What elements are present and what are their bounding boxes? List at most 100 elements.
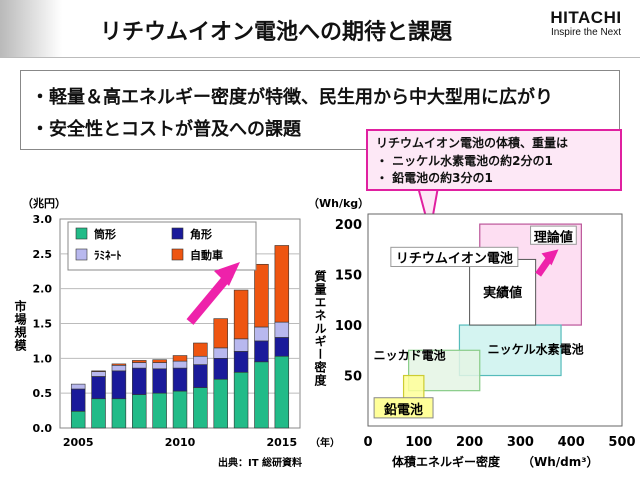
bar-segment-ﾗﾐﾈｰﾄ (193, 355, 208, 365)
bar-segment-角形 (254, 340, 269, 363)
bar-segment-筒形 (91, 398, 106, 429)
bar-legend-swatch (171, 227, 184, 240)
density-x-tick-label: 200 (456, 435, 483, 450)
header-bar (0, 0, 640, 58)
bar-segment-角形 (70, 388, 86, 412)
bar-segment-自動車 (274, 245, 290, 323)
callout-box: リチウムイオン電池の体積、重量は ・ ニッケル水素電池の約2分の1 ・ 鉛電池の… (366, 129, 622, 191)
bar-x-unit: （年） (310, 436, 340, 449)
lead-label: 鉛電池 (384, 402, 423, 418)
energy-density-chart: 0 100 200 300 400 500 50 100 150 200 （Wh/kg） 質量エネルギ… (308, 197, 636, 469)
market-size-bar-chart: 0.0 0.5 1.0 1.5 2.0 2.5 3.0 （兆円） 市場規模 2005 2010 201… (13, 196, 340, 469)
bar-segment-角形 (132, 367, 147, 395)
bar-y-tick-label: 1.5 (33, 318, 53, 331)
bar-segment-角形 (152, 368, 167, 394)
callout-line-1: リチウムイオン電池の体積、重量は (376, 136, 569, 150)
bar-segment-角形 (233, 351, 249, 373)
bar-legend-swatch (171, 248, 184, 261)
density-x-axis-label: 体積エネルギー密度 (392, 454, 501, 469)
bar-segment-自動車 (233, 289, 249, 340)
bar-y-tick-label: 2.0 (33, 283, 53, 296)
bar-y-unit: （兆円） (22, 196, 66, 210)
bar-segment-ﾗﾐﾈｰﾄ (233, 338, 249, 352)
bar-y-tick-label: 3.0 (33, 213, 53, 226)
bar-segment-筒形 (193, 387, 208, 429)
lead-label-box (373, 397, 434, 419)
logo-tagline: Inspire the Next (550, 27, 622, 38)
bar-segment-ﾗﾐﾈｰﾄ (70, 383, 86, 390)
density-x-unit: （Wh/dm³） (522, 454, 599, 469)
theory-arrow-head (541, 249, 559, 266)
bar-legend-box (67, 221, 257, 271)
density-y-tick-label: 50 (344, 370, 362, 385)
bar-segment-筒形 (70, 410, 86, 429)
bar-segment-自動車 (193, 342, 208, 357)
bar-segment-自動車 (213, 318, 228, 349)
bar-segment-筒形 (172, 390, 188, 429)
bar-segment-筒形 (233, 371, 249, 429)
bar-segment-角形 (193, 364, 208, 388)
growth-arrow-shaft (186, 271, 234, 325)
density-y-tick-label: 150 (335, 269, 362, 284)
liion-label: リチウムイオン電池 (396, 250, 513, 266)
bar-segment-ﾗﾐﾈｰﾄ (254, 326, 269, 342)
bar-y-tick-label: 2.5 (33, 248, 53, 261)
nimh-label: ニッケル水素電池 (488, 341, 584, 356)
bar-segment-ﾗﾐﾈｰﾄ (111, 364, 127, 372)
bar-segment-ﾗﾐﾈｰﾄ (132, 362, 147, 369)
bar-segment-筒形 (213, 378, 228, 429)
bar-segment-ﾗﾐﾈｰﾄ (91, 371, 106, 377)
callout-line-3: ・ 鉛電池の約3分の1 (376, 171, 493, 185)
bar-segment-自動車 (91, 370, 106, 372)
bar-segment-自動車 (152, 359, 167, 363)
logo-text: HITACHI (550, 8, 622, 27)
bar-segment-ﾗﾐﾈｰﾄ (213, 347, 228, 359)
density-y-unit: （Wh/kg） (308, 197, 369, 210)
bar-segment-筒形 (132, 394, 147, 429)
nicd-label: ニッカド電池 (374, 347, 446, 362)
bar-legend-label: 角形 (190, 227, 212, 241)
bar-segment-筒形 (254, 361, 269, 429)
bar-segment-自動車 (111, 363, 127, 366)
bullet-box: ・軽量＆高エネルギー密度が特徴、民生用から中大型用に広がり ・安全性とコストが普… (20, 70, 620, 150)
bar-legend-label: 自動車 (190, 248, 223, 262)
theory-label: 理論値 (534, 229, 573, 245)
bar-segment-ﾗﾐﾈｰﾄ (172, 360, 188, 369)
bar-segment-ﾗﾐﾈｰﾄ (274, 321, 290, 338)
bar-y-axis-label: 市場規模 (13, 299, 27, 352)
bar-segment-筒形 (274, 355, 290, 429)
bar-segment-角形 (91, 376, 106, 400)
bar-segment-筒形 (152, 392, 167, 429)
bar-segment-角形 (172, 367, 188, 392)
density-y-axis-label: 質量エネルギー密度 (313, 269, 327, 387)
bar-legend-swatch (75, 248, 88, 261)
bar-y-tick-label: 0.5 (33, 387, 53, 400)
actual-value-box (469, 258, 537, 326)
bar-legend-label: ﾗﾐﾈｰﾄ (94, 249, 122, 262)
bar-segment-角形 (213, 358, 228, 380)
bar-y-tick-label: 1.0 (33, 352, 53, 365)
density-y-tick-label: 200 (335, 218, 362, 233)
page-title: リチウムイオン電池への期待と課題 (100, 20, 453, 45)
liion-label-box (390, 246, 519, 267)
density-y-tick-label: 100 (335, 319, 362, 334)
header-gradient (0, 0, 62, 58)
growth-arrow-head (214, 262, 240, 286)
bar-segment-自動車 (254, 263, 269, 328)
hitachi-logo: HITACHI Inspire the Next (540, 8, 632, 38)
header-divider (0, 57, 640, 58)
bar-y-tick-label: 0.0 (33, 422, 53, 435)
theory-label-box (530, 225, 577, 245)
bar-segment-自動車 (132, 360, 147, 363)
bar-legend-label: 筒形 (94, 227, 116, 241)
density-x-tick-label: 400 (558, 435, 585, 450)
bullet-1: ・軽量＆高エネルギー密度が特徴、民生用から中大型用に広がり (31, 87, 553, 108)
bullet-2: ・安全性とコストが普及への課題 (31, 119, 301, 140)
bar-x-tick-label: 2015 (267, 436, 298, 449)
bar-segment-角形 (111, 370, 127, 400)
callout-line-2: ・ ニッケル水素電池の約2分の1 (376, 154, 553, 168)
bar-x-tick-label: 2010 (165, 436, 196, 449)
density-x-tick-label: 500 (608, 435, 635, 450)
bar-segment-筒形 (111, 398, 127, 429)
